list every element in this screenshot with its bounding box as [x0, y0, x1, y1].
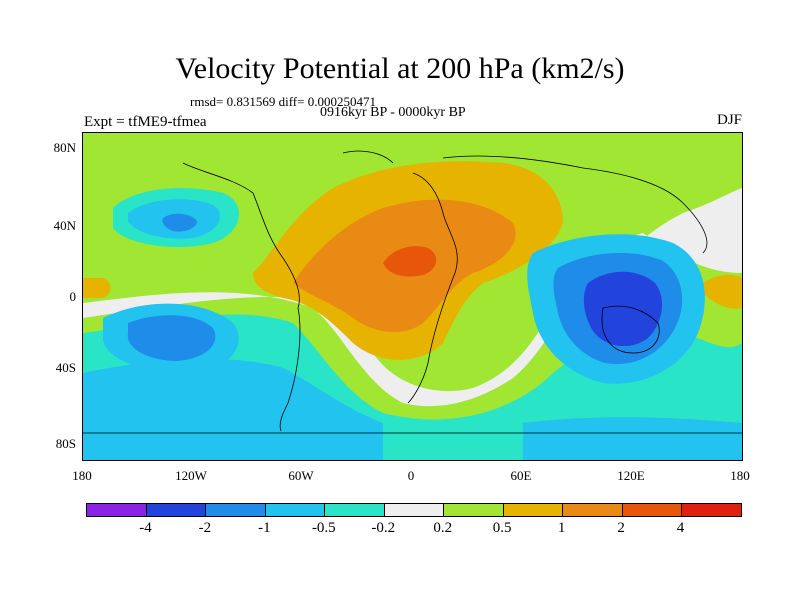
- contour-pos-west: [83, 278, 111, 298]
- x-tick-label: 180: [730, 468, 750, 483]
- colorbar-swatch: [146, 504, 207, 516]
- colorbar-level-label: -4: [139, 520, 152, 536]
- experiment-label: Expt = tfME9-tfmea: [84, 114, 207, 130]
- contour-pos-east: [703, 274, 742, 309]
- contour-neg-ip3: [583, 271, 663, 347]
- contour-pos-3: [383, 246, 437, 277]
- contour-neg-south2: [523, 417, 742, 460]
- colorbar-swatch: [563, 504, 623, 516]
- colorbar-level-label: -0.2: [371, 520, 396, 536]
- x-tick-label: 60E: [510, 468, 532, 483]
- colorbar-swatch: [682, 504, 742, 516]
- map-panel: [82, 132, 743, 461]
- colorbar-swatch: [503, 504, 564, 516]
- y-tick-label: 40S: [55, 360, 76, 375]
- colorbar-swatch: [444, 504, 504, 516]
- coastlines: [83, 150, 742, 434]
- colorbar-level-label: 0.5: [492, 520, 512, 536]
- y-tick-label: 80N: [53, 140, 76, 155]
- contour-neg-south: [83, 358, 383, 460]
- contour-neg-npac3: [162, 213, 197, 232]
- x-tick-label: 0: [407, 468, 415, 483]
- contour-neutral-a: [83, 188, 742, 407]
- x-tick-label: 60W: [288, 468, 314, 483]
- colorbar-swatch: [87, 504, 147, 516]
- x-tick-label: 120E: [617, 468, 645, 483]
- colorbar-level-label: 4: [676, 520, 685, 536]
- colorbar-level-label: -2: [198, 520, 212, 536]
- colorbar-swatch: [265, 504, 326, 516]
- colorbar-level-label: 2: [617, 520, 625, 536]
- y-tick-label: 0: [69, 289, 77, 304]
- y-tick-label: 80S: [55, 436, 76, 451]
- colorbar-level-label: -1: [258, 520, 271, 536]
- colorbar-swatch: [206, 504, 266, 516]
- x-tick-label: 120W: [175, 468, 207, 483]
- y-tick-label: 40N: [53, 218, 76, 233]
- colorbar-swatch: [384, 504, 445, 516]
- x-tick-label: 180: [72, 468, 92, 483]
- period-text: 0916kyr BP - 0000kyr BP: [320, 105, 466, 120]
- colorbar-swatch: [622, 504, 683, 516]
- colorbar-level-label: 1: [557, 520, 566, 536]
- colorbar-level-label: 0.2: [433, 520, 453, 536]
- contour-neg-spac2: [127, 315, 216, 361]
- colorbar: [86, 503, 742, 517]
- colorbar-swatch: [325, 504, 385, 516]
- contour-map: [83, 133, 742, 460]
- colorbar-level-label: -0.5: [311, 520, 336, 536]
- season-label: DJF: [716, 112, 742, 128]
- stats-text: rmsd= 0.831569 diff= 0.000250471: [190, 94, 376, 109]
- figure-title: Velocity Potential at 200 hPa (km2/s): [175, 52, 625, 85]
